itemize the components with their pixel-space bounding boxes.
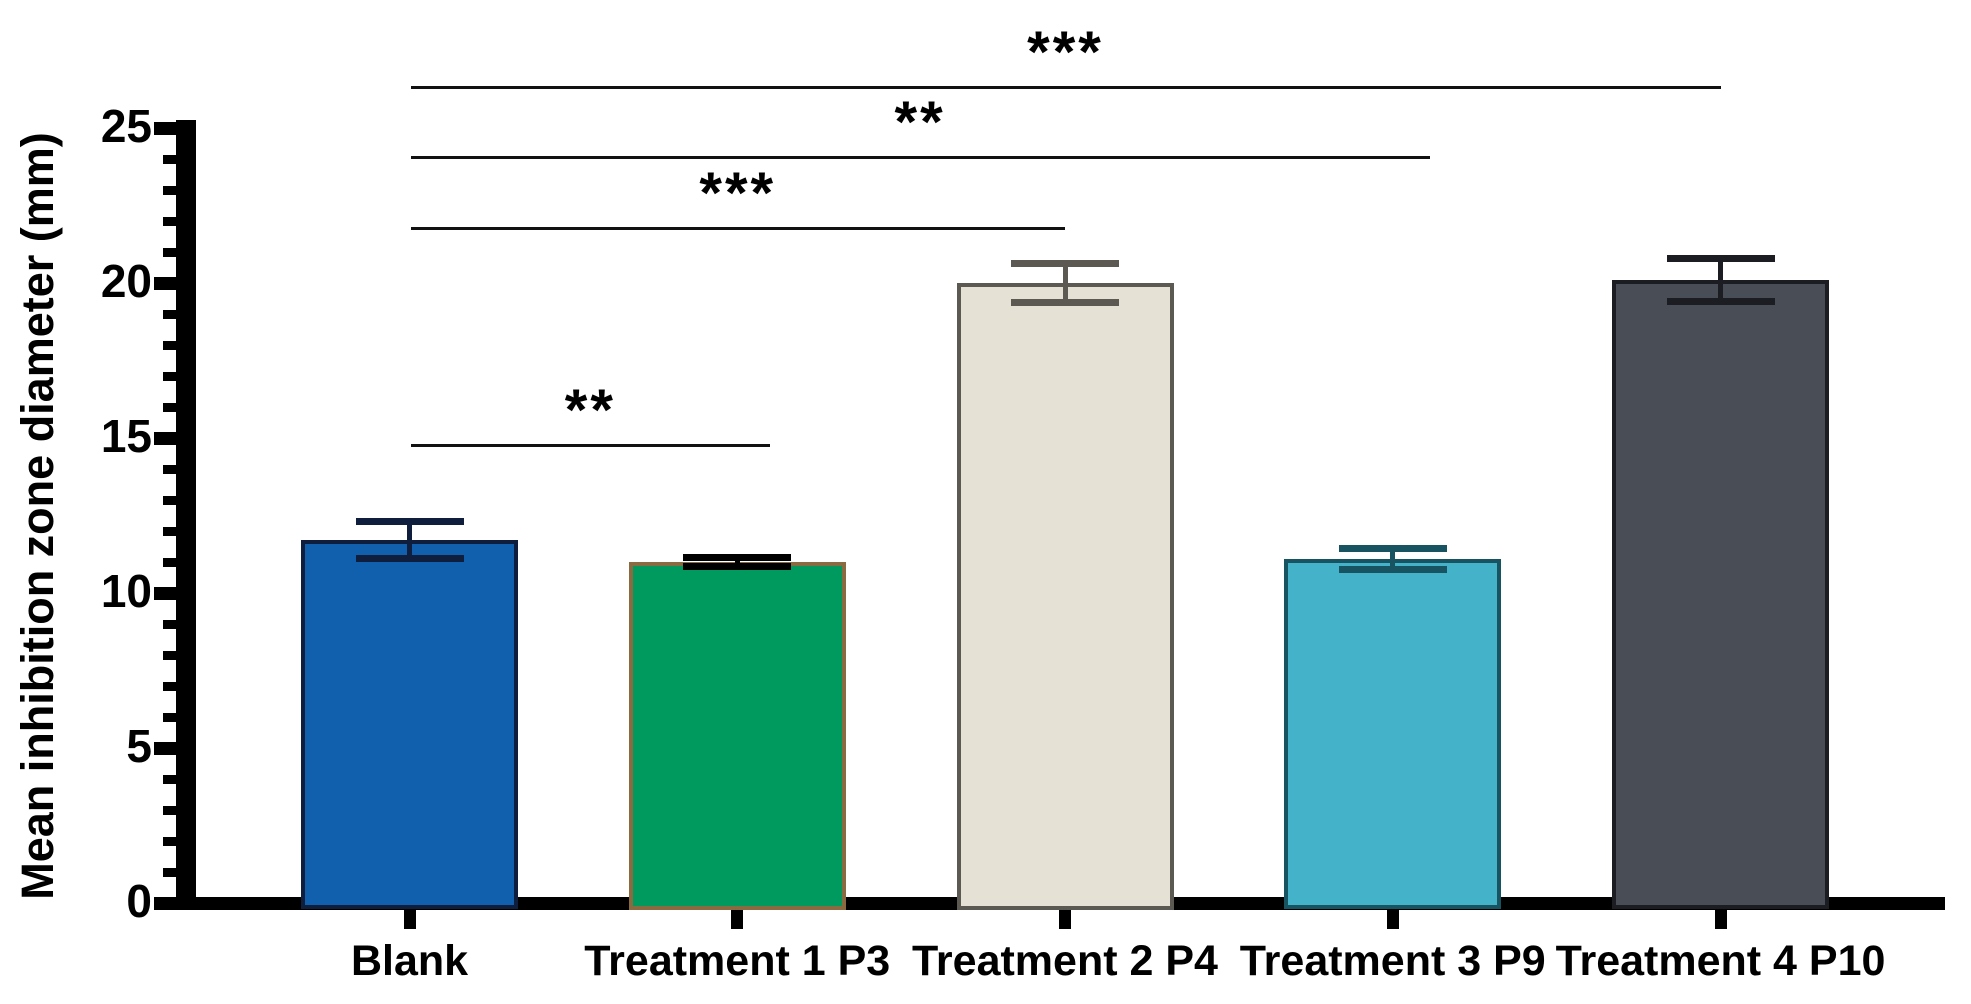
y-axis-major-tick [154,586,176,600]
error-bar-line [1062,263,1068,303]
y-axis-minor-tick [163,464,176,474]
error-bar-line [407,521,412,559]
x-axis-tick [403,910,416,929]
error-bar-bottom-cap [1338,565,1447,573]
error-bar-bottom-cap [355,555,464,563]
y-axis-minor-tick [163,526,176,536]
y-axis-minor-tick [163,309,176,319]
y-axis-tick-label: 15 [100,410,152,462]
error-bar-line [734,557,740,567]
y-axis-minor-tick [163,371,176,381]
y-axis-minor-tick [163,681,176,691]
significance-stars: *** [699,161,777,227]
x-axis-tick [1714,910,1727,929]
y-axis-major-tick [154,276,176,290]
y-axis-minor-tick [163,557,176,567]
y-axis-major-tick [154,741,176,755]
error-bar-top-cap [1666,254,1775,262]
y-axis-tick-label: 5 [126,720,152,772]
error-bar-top-cap [1011,259,1119,267]
bar-treatment-3-p9 [1284,558,1502,910]
significance-stars: *** [1027,20,1104,86]
y-axis-minor-tick [163,216,176,226]
y-axis-spine [176,120,196,910]
bar-blank [301,540,518,910]
y-axis-major-tick [154,896,176,910]
y-axis-minor-tick [163,495,176,505]
error-bar-bottom-cap [1666,298,1775,306]
x-axis-tick [731,910,744,929]
y-axis-minor-tick [163,340,176,350]
significance-stars: ** [564,378,616,444]
y-axis-minor-tick [163,619,176,629]
y-axis-tick-label: 25 [100,100,152,152]
x-axis-tick [1386,910,1399,929]
y-axis-major-tick [154,121,176,135]
y-axis-minor-tick [163,805,176,815]
y-axis-minor-tick [163,836,176,846]
y-axis-minor-tick [163,650,176,660]
x-axis-category-label: Treatment 1 P3 [584,937,891,985]
y-axis-minor-tick [163,774,176,784]
error-bar-line [1390,548,1396,570]
x-axis-category-label: Treatment 2 P4 [912,937,1218,985]
error-bar-top-cap [683,554,792,562]
significance-line [410,227,1065,231]
y-axis-tick-label: 20 [100,255,152,307]
error-bar-top-cap [1338,544,1447,552]
y-axis-minor-tick [163,712,176,722]
bar-treatment-1-p3 [628,562,846,910]
x-axis-category-label: Treatment 4 P10 [1555,937,1886,985]
significance-line [410,86,1721,90]
bar-treatment-4-p10 [1612,279,1829,910]
significance-line [410,444,771,448]
significance-line [410,155,1430,159]
y-axis-major-tick [154,431,176,445]
y-axis-tick-label: 0 [126,875,152,927]
y-axis-minor-tick [163,247,176,257]
x-axis-category-label: Blank [350,937,469,985]
y-axis-minor-tick [163,867,176,877]
y-axis-minor-tick [163,185,176,195]
error-bar-bottom-cap [683,562,792,570]
error-bar-top-cap [355,518,464,526]
significance-stars: ** [894,89,946,155]
x-axis-category-label: Treatment 3 P9 [1239,937,1546,985]
bar-treatment-2-p4 [956,283,1174,910]
x-axis-tick [1059,910,1071,929]
error-bar-bottom-cap [1011,299,1119,307]
error-bar-line [1718,258,1723,302]
y-axis-minor-tick [163,402,176,412]
y-axis-tick-label: 10 [100,565,152,617]
y-axis-minor-tick [163,154,176,164]
